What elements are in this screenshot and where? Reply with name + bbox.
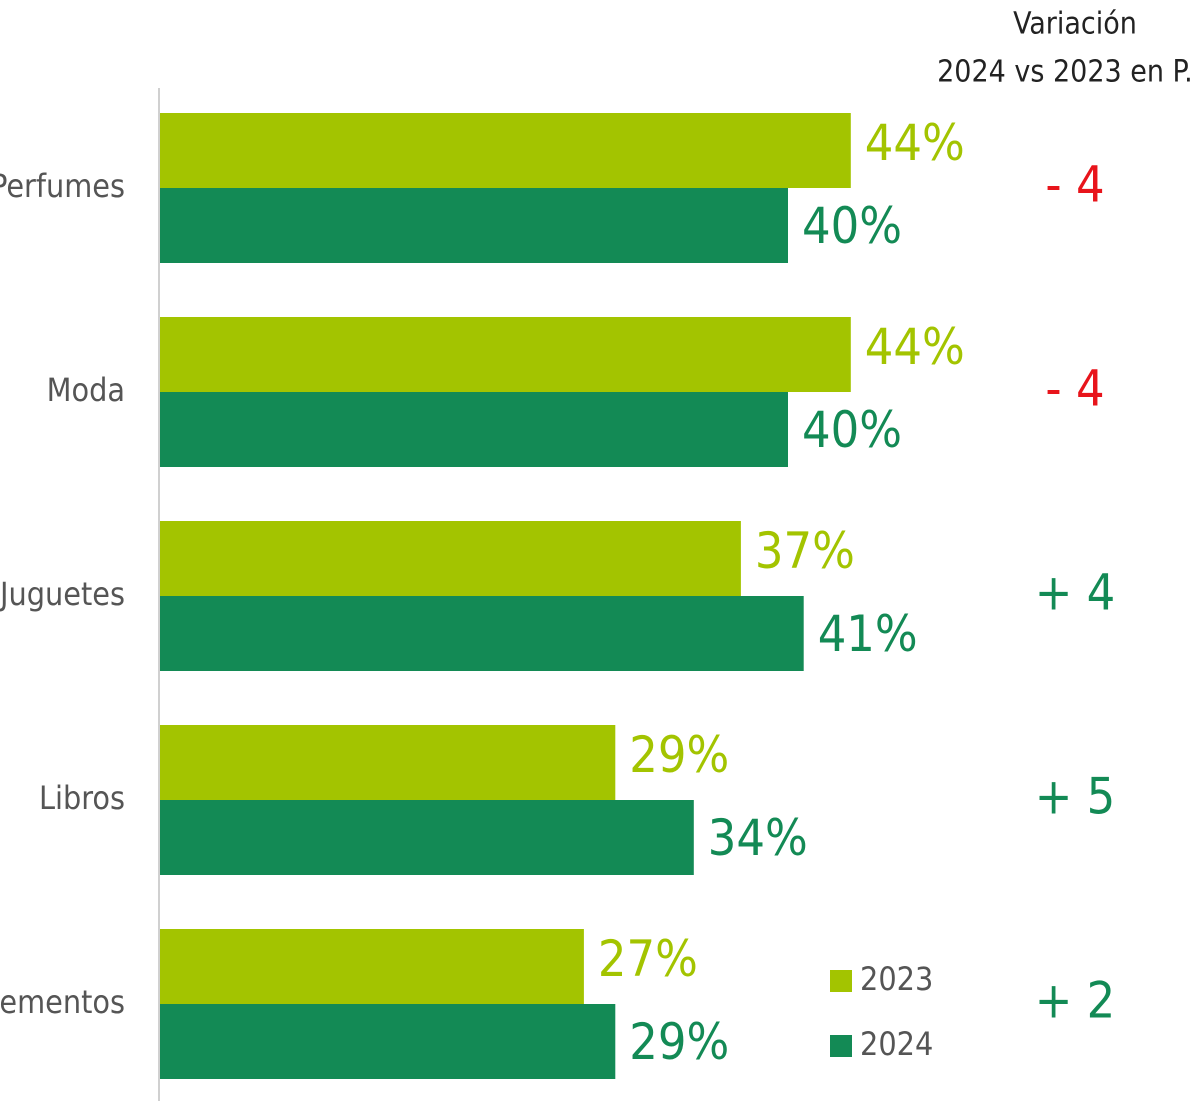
bar	[160, 929, 584, 1004]
category-label: Juguetes	[0, 575, 125, 613]
data-label: 37%	[755, 522, 855, 580]
variation-value: + 5	[1035, 768, 1116, 826]
bar	[160, 800, 694, 875]
variation-value: - 4	[1045, 156, 1104, 214]
legend-swatch	[830, 1035, 852, 1057]
legend-label: 2024	[860, 1025, 933, 1063]
bar	[160, 317, 851, 392]
data-label: 44%	[865, 318, 965, 376]
bar	[160, 521, 741, 596]
category-label: Moda	[47, 371, 125, 409]
bar	[160, 725, 616, 800]
data-label: 40%	[802, 401, 902, 459]
variation-value: - 4	[1045, 360, 1104, 418]
data-label: 44%	[865, 114, 965, 172]
bar	[160, 113, 851, 188]
bar	[160, 188, 788, 263]
data-label: 40%	[802, 197, 902, 255]
data-label: 27%	[598, 930, 698, 988]
variation-title: 2024 vs 2023 en P.P.	[937, 55, 1194, 90]
variation-title: Variación	[1013, 7, 1137, 42]
legend-swatch	[830, 970, 852, 992]
variation-value: + 4	[1035, 564, 1116, 622]
bar	[160, 1004, 616, 1079]
data-label: 34%	[708, 809, 808, 867]
category-label: Perfumes	[0, 167, 125, 205]
legend-label: 2023	[860, 960, 933, 998]
variation-value: + 2	[1035, 972, 1116, 1030]
bar	[160, 596, 804, 671]
data-label: 41%	[818, 605, 918, 663]
data-label: 29%	[629, 726, 729, 784]
bar	[160, 392, 788, 467]
data-label: 29%	[629, 1013, 729, 1071]
category-label: plementos	[0, 983, 125, 1021]
category-label: Libros	[39, 779, 125, 817]
